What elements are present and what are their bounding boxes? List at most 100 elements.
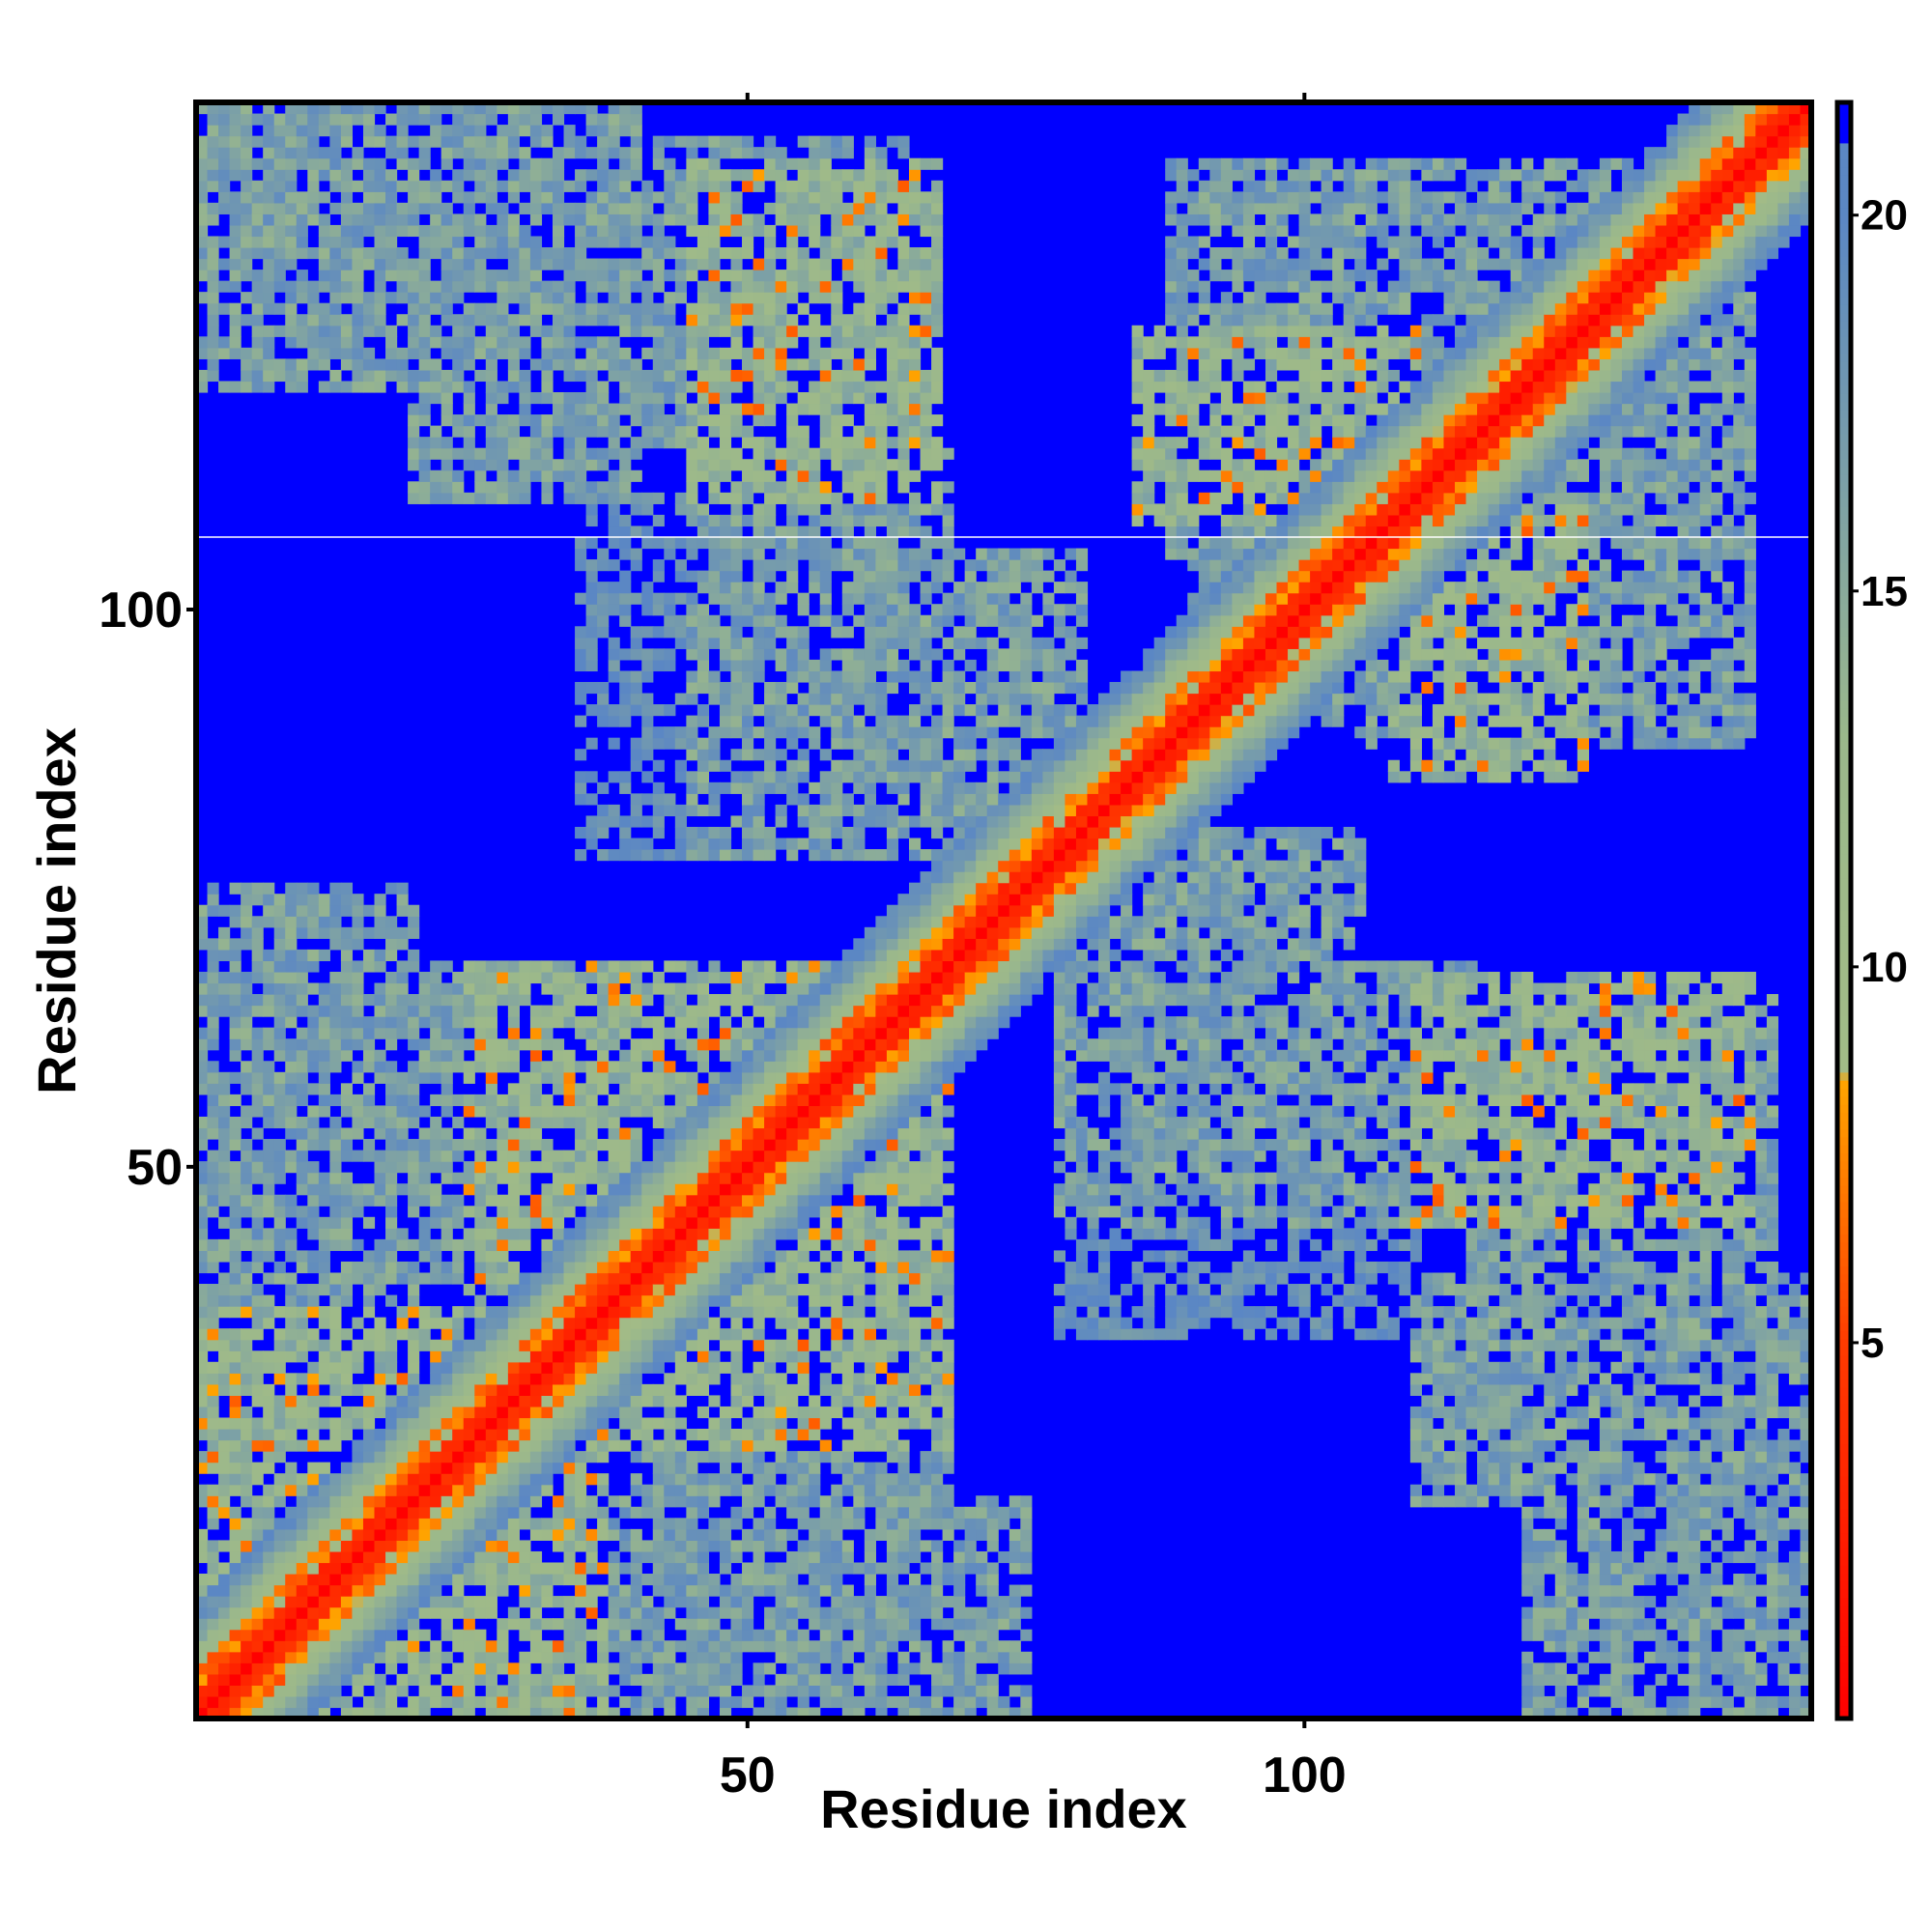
heatmap-cell — [730, 1484, 743, 1496]
heatmap-cell — [674, 1439, 687, 1452]
heatmap-cell — [418, 236, 431, 248]
heatmap-cell — [775, 191, 787, 204]
heatmap-cell — [362, 1383, 376, 1396]
heatmap-cell — [552, 1228, 565, 1240]
heatmap-cell — [452, 1139, 465, 1151]
heatmap-cell — [273, 1071, 286, 1084]
heatmap-cell — [507, 1540, 520, 1552]
heatmap-cell — [753, 1127, 765, 1140]
heatmap-cell — [440, 314, 453, 327]
heatmap-cell — [619, 180, 632, 192]
heatmap-cell — [196, 1373, 209, 1385]
heatmap-cell — [329, 258, 342, 270]
heatmap-cell — [463, 1183, 475, 1196]
heatmap-cell — [708, 180, 721, 192]
heatmap-cell — [196, 1673, 209, 1686]
heatmap-cell — [742, 826, 754, 839]
heatmap-cell — [463, 982, 475, 995]
heatmap-cell — [775, 481, 787, 494]
heatmap-cell — [786, 982, 799, 995]
heatmap-cell — [719, 270, 732, 282]
heatmap-cell — [652, 1038, 665, 1051]
heatmap-cell — [196, 1339, 209, 1351]
heatmap-cell — [263, 336, 275, 349]
heatmap-cell — [251, 938, 264, 951]
heatmap-cell — [708, 358, 721, 371]
heatmap-cell — [452, 971, 465, 984]
heatmap-cell — [641, 849, 654, 862]
heatmap-cell — [307, 1528, 320, 1541]
heatmap-cell — [362, 1550, 376, 1564]
heatmap-cell — [674, 1373, 687, 1385]
heatmap-cell — [575, 715, 587, 727]
heatmap-cell — [374, 1540, 386, 1552]
heatmap-cell — [585, 1339, 598, 1351]
heatmap-cell — [608, 425, 620, 438]
heatmap-cell — [608, 369, 620, 383]
heatmap-cell — [719, 826, 732, 839]
heatmap-cell — [619, 270, 632, 282]
heatmap-cell — [719, 548, 732, 560]
heatmap-cell — [529, 1016, 543, 1029]
heatmap-cell — [497, 1284, 509, 1296]
heatmap-cell — [474, 1651, 487, 1663]
heatmap-cell — [619, 994, 632, 1007]
heatmap-cell — [652, 1194, 665, 1207]
heatmap-cell — [396, 1395, 409, 1407]
heatmap-cell — [730, 771, 743, 783]
heatmap-cell — [474, 135, 487, 148]
heatmap-cell — [641, 1361, 654, 1374]
heatmap-cell — [686, 648, 698, 661]
heatmap-cell — [630, 1049, 642, 1062]
heatmap-cell — [307, 1361, 320, 1374]
heatmap-cell — [563, 425, 576, 438]
heatmap-cell — [529, 314, 543, 327]
heatmap-cell — [641, 1451, 654, 1463]
heatmap-cell — [575, 1183, 587, 1196]
heatmap-cell — [742, 1462, 754, 1474]
heatmap-cell — [619, 314, 632, 327]
heatmap-cell — [218, 1383, 231, 1396]
heatmap-cell — [696, 1206, 710, 1218]
heatmap-cell — [285, 292, 298, 304]
heatmap-cell — [196, 246, 209, 260]
heatmap-cell — [674, 960, 687, 973]
heatmap-cell — [352, 1528, 364, 1541]
heatmap-cell — [318, 1662, 330, 1675]
heatmap-cell — [696, 604, 710, 616]
heatmap-cell — [263, 1116, 275, 1129]
heatmap-cell — [575, 1139, 587, 1151]
heatmap-cell — [719, 514, 732, 527]
heatmap-cell — [218, 1194, 231, 1207]
heatmap-cell — [630, 1038, 642, 1051]
heatmap-cell — [619, 1049, 632, 1062]
heatmap-cell — [251, 1383, 264, 1396]
heatmap-cell — [463, 1406, 475, 1419]
heatmap-cell — [340, 1596, 354, 1608]
heatmap-cell — [630, 1574, 642, 1586]
heatmap-cell — [285, 1574, 298, 1586]
heatmap-cell — [608, 648, 620, 661]
heatmap-cell — [585, 1139, 598, 1151]
heatmap-cell — [619, 1562, 632, 1575]
heatmap-cell — [664, 1339, 676, 1351]
heatmap-cell — [273, 1027, 286, 1039]
heatmap-cell — [619, 1350, 632, 1363]
heatmap-cell — [708, 626, 721, 639]
heatmap-cell — [608, 169, 620, 182]
heatmap-cell — [563, 280, 576, 293]
heatmap-cell — [719, 391, 732, 405]
heatmap-cell — [619, 1417, 632, 1430]
heatmap-cell — [708, 1495, 721, 1508]
heatmap-cell — [296, 1528, 308, 1541]
heatmap-cell — [218, 1005, 231, 1017]
heatmap-cell — [463, 1417, 475, 1430]
heatmap-cell — [340, 904, 354, 917]
heatmap-cell — [664, 1673, 676, 1686]
heatmap-cell — [263, 1606, 275, 1619]
heatmap-cell — [541, 1306, 554, 1319]
heatmap-cell — [619, 1395, 632, 1407]
heatmap-cell — [708, 1518, 721, 1530]
heatmap-cell — [563, 1395, 576, 1407]
heatmap-cell — [608, 1618, 620, 1631]
